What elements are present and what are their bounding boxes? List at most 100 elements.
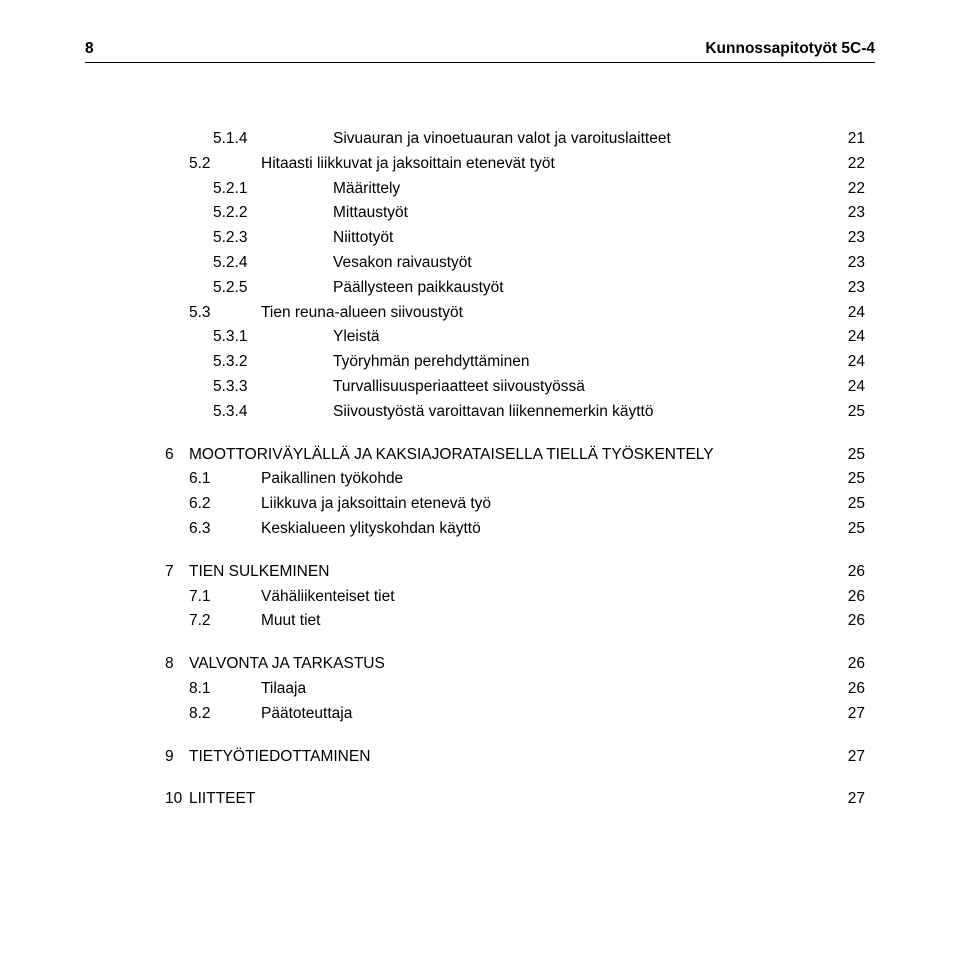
toc-entry-number: 5.3 bbox=[165, 301, 261, 326]
toc-entry-label: VALVONTA JA TARKASTUS bbox=[189, 652, 835, 677]
toc-entry-page: 23 bbox=[835, 201, 865, 226]
toc-entry-number: 6.1 bbox=[165, 467, 261, 492]
toc-entry-number: 5.2 bbox=[165, 152, 261, 177]
toc-entry: 7.1Vähäliikenteiset tiet26 bbox=[165, 585, 865, 610]
toc-entry: 6.1Paikallinen työkohde25 bbox=[165, 467, 865, 492]
toc-entry: 5.1.4Sivuauran ja vinoetuauran valot ja … bbox=[165, 127, 865, 152]
toc-entry-label: MOOTTORIVÄYLÄLLÄ JA KAKSIAJORATAISELLA T… bbox=[189, 443, 835, 468]
toc-entry-label: Keskialueen ylityskohdan käyttö bbox=[261, 517, 835, 542]
toc-entry: 5.3Tien reuna-alueen siivoustyöt24 bbox=[165, 301, 865, 326]
toc-entry: 5.2.2Mittaustyöt23 bbox=[165, 201, 865, 226]
toc-entry: 5.3.4Siivoustyöstä varoittavan liikennem… bbox=[165, 400, 865, 425]
toc-entry-page: 23 bbox=[835, 276, 865, 301]
toc-entry-number: 6 bbox=[165, 443, 189, 468]
toc-entry-label: Paikallinen työkohde bbox=[261, 467, 835, 492]
toc-entry-number: 6.3 bbox=[165, 517, 261, 542]
toc-entry-number: 5.1.4 bbox=[165, 127, 333, 152]
toc-entry-page: 26 bbox=[835, 560, 865, 585]
toc-entry-page: 25 bbox=[835, 443, 865, 468]
toc-entry-page: 27 bbox=[835, 745, 865, 770]
toc-entry: 5.2.3Niittotyöt23 bbox=[165, 226, 865, 251]
toc-entry-page: 24 bbox=[835, 350, 865, 375]
toc-entry-number: 5.3.2 bbox=[165, 350, 333, 375]
toc-entry-page: 21 bbox=[835, 127, 865, 152]
toc-entry: 10LIITTEET27 bbox=[165, 787, 865, 812]
toc-entry-label: Liikkuva ja jaksoittain etenevä työ bbox=[261, 492, 835, 517]
toc-entry: 5.2.5Päällysteen paikkaustyöt23 bbox=[165, 276, 865, 301]
toc-entry: 5.3.2Työryhmän perehdyttäminen24 bbox=[165, 350, 865, 375]
toc-entry-page: 26 bbox=[835, 652, 865, 677]
toc-entry-page: 26 bbox=[835, 609, 865, 634]
toc-entry-number: 5.2.1 bbox=[165, 177, 333, 202]
toc-entry-page: 25 bbox=[835, 492, 865, 517]
toc-entry-label: Työryhmän perehdyttäminen bbox=[333, 350, 835, 375]
toc-entry: 5.3.1Yleistä24 bbox=[165, 325, 865, 350]
toc-entry-label: Tilaaja bbox=[261, 677, 835, 702]
toc-entry-page: 23 bbox=[835, 251, 865, 276]
page-number: 8 bbox=[85, 40, 94, 58]
toc-entry-label: Vesakon raivaustyöt bbox=[333, 251, 835, 276]
table-of-contents: 5.1.4Sivuauran ja vinoetuauran valot ja … bbox=[85, 127, 875, 812]
toc-entry-number: 5.3.1 bbox=[165, 325, 333, 350]
toc-entry-page: 23 bbox=[835, 226, 865, 251]
toc-entry-number: 5.2.2 bbox=[165, 201, 333, 226]
toc-entry: 6MOOTTORIVÄYLÄLLÄ JA KAKSIAJORATAISELLA … bbox=[165, 443, 865, 468]
toc-entry-label: TIEN SULKEMINEN bbox=[189, 560, 835, 585]
toc-entry: 5.2.1Määrittely22 bbox=[165, 177, 865, 202]
toc-entry-label: Päätoteuttaja bbox=[261, 702, 835, 727]
toc-entry: 8.1Tilaaja26 bbox=[165, 677, 865, 702]
page-header: 8 Kunnossapitotyöt 5C-4 bbox=[85, 40, 875, 63]
toc-entry-page: 25 bbox=[835, 517, 865, 542]
toc-entry-number: 5.3.4 bbox=[165, 400, 333, 425]
toc-entry-number: 7.1 bbox=[165, 585, 261, 610]
toc-entry-page: 24 bbox=[835, 325, 865, 350]
toc-entry-page: 22 bbox=[835, 177, 865, 202]
toc-entry-number: 5.3.3 bbox=[165, 375, 333, 400]
toc-entry-number: 8 bbox=[165, 652, 189, 677]
toc-entry-label: Muut tiet bbox=[261, 609, 835, 634]
toc-entry-number: 5.2.3 bbox=[165, 226, 333, 251]
toc-entry: 8VALVONTA JA TARKASTUS26 bbox=[165, 652, 865, 677]
toc-entry-label: Siivoustyöstä varoittavan liikennemerkin… bbox=[333, 400, 835, 425]
toc-entry: 7.2Muut tiet26 bbox=[165, 609, 865, 634]
toc-entry-page: 26 bbox=[835, 585, 865, 610]
toc-entry-label: Sivuauran ja vinoetuauran valot ja varoi… bbox=[333, 127, 835, 152]
toc-entry-label: LIITTEET bbox=[189, 787, 835, 812]
toc-entry-label: TIETYÖTIEDOTTAMINEN bbox=[189, 745, 835, 770]
toc-entry: 5.2.4Vesakon raivaustyöt23 bbox=[165, 251, 865, 276]
toc-entry: 6.2Liikkuva ja jaksoittain etenevä työ25 bbox=[165, 492, 865, 517]
toc-entry-page: 25 bbox=[835, 467, 865, 492]
toc-entry: 7TIEN SULKEMINEN26 bbox=[165, 560, 865, 585]
toc-entry-number: 5.2.4 bbox=[165, 251, 333, 276]
toc-entry: 6.3Keskialueen ylityskohdan käyttö25 bbox=[165, 517, 865, 542]
toc-entry-number: 7.2 bbox=[165, 609, 261, 634]
toc-entry-page: 24 bbox=[835, 375, 865, 400]
toc-entry-number: 10 bbox=[165, 787, 189, 812]
toc-entry: 5.2Hitaasti liikkuvat ja jaksoittain ete… bbox=[165, 152, 865, 177]
toc-entry-number: 8.2 bbox=[165, 702, 261, 727]
toc-entry-number: 6.2 bbox=[165, 492, 261, 517]
toc-entry-label: Niittotyöt bbox=[333, 226, 835, 251]
toc-entry-label: Yleistä bbox=[333, 325, 835, 350]
toc-entry-label: Tien reuna-alueen siivoustyöt bbox=[261, 301, 835, 326]
toc-entry-label: Mittaustyöt bbox=[333, 201, 835, 226]
toc-entry-page: 25 bbox=[835, 400, 865, 425]
toc-entry-number: 7 bbox=[165, 560, 189, 585]
toc-entry-page: 26 bbox=[835, 677, 865, 702]
document-title: Kunnossapitotyöt 5C-4 bbox=[705, 40, 875, 58]
toc-entry-number: 8.1 bbox=[165, 677, 261, 702]
toc-entry-label: Turvallisuusperiaatteet siivoustyössä bbox=[333, 375, 835, 400]
toc-entry-number: 9 bbox=[165, 745, 189, 770]
toc-entry-page: 27 bbox=[835, 787, 865, 812]
toc-entry: 5.3.3Turvallisuusperiaatteet siivoustyös… bbox=[165, 375, 865, 400]
toc-entry-page: 27 bbox=[835, 702, 865, 727]
toc-entry-number: 5.2.5 bbox=[165, 276, 333, 301]
toc-entry: 9TIETYÖTIEDOTTAMINEN27 bbox=[165, 745, 865, 770]
toc-entry-label: Päällysteen paikkaustyöt bbox=[333, 276, 835, 301]
toc-entry: 8.2Päätoteuttaja27 bbox=[165, 702, 865, 727]
toc-entry-label: Hitaasti liikkuvat ja jaksoittain etenev… bbox=[261, 152, 835, 177]
toc-entry-label: Määrittely bbox=[333, 177, 835, 202]
toc-entry-page: 24 bbox=[835, 301, 865, 326]
toc-entry-page: 22 bbox=[835, 152, 865, 177]
toc-entry-label: Vähäliikenteiset tiet bbox=[261, 585, 835, 610]
